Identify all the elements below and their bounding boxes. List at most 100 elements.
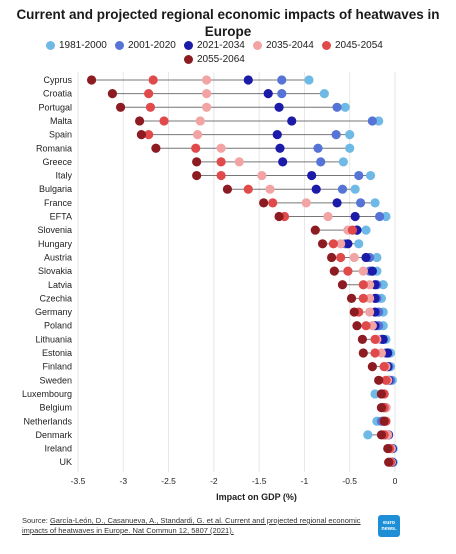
data-point	[345, 143, 355, 153]
x-tick-label: -2.5	[161, 476, 176, 486]
country-label: Lithuania	[35, 334, 72, 344]
data-point	[345, 130, 355, 140]
data-point	[358, 266, 368, 276]
data-point	[287, 116, 297, 126]
data-point	[151, 143, 161, 153]
data-point	[361, 321, 371, 331]
data-point	[192, 157, 202, 167]
data-point	[343, 239, 353, 249]
data-point	[216, 157, 226, 167]
data-point	[332, 198, 342, 208]
data-point	[374, 116, 384, 126]
data-point	[363, 430, 373, 440]
data-point	[376, 430, 387, 440]
data-point	[355, 198, 366, 208]
data-point	[383, 348, 393, 358]
data-point	[144, 89, 154, 99]
country-label: EFTA	[50, 212, 72, 222]
data-point	[307, 170, 317, 181]
data-point	[263, 89, 273, 99]
data-point	[352, 321, 362, 331]
country-label: Spain	[49, 130, 72, 140]
country-label: Luxembourg	[22, 389, 72, 399]
legend-label: 1981-2000	[59, 40, 107, 51]
country-label: Malta	[50, 116, 72, 126]
data-point	[358, 348, 368, 358]
x-tick-label: -0.5	[342, 476, 357, 486]
legend-swatch	[184, 55, 193, 64]
legend-swatch	[115, 41, 124, 50]
data-point	[259, 198, 269, 208]
data-point	[328, 239, 339, 249]
data-point	[370, 198, 380, 208]
data-point	[349, 252, 359, 263]
x-tick-label: 0	[393, 476, 398, 486]
country-label: Slovakia	[38, 266, 72, 276]
data-point	[144, 130, 154, 140]
data-point	[336, 239, 346, 249]
data-point	[278, 157, 288, 167]
data-point	[332, 102, 342, 112]
data-point	[365, 170, 376, 181]
country-label: Austria	[44, 252, 72, 262]
country-label: Estonia	[42, 348, 72, 358]
country-label: Netherlands	[23, 416, 72, 426]
country-label: Bulgaria	[39, 184, 72, 194]
source-link[interactable]: García-León, D., Casanueva, A., Standard…	[22, 516, 361, 535]
data-point	[265, 184, 275, 194]
legend-label: 2021-2034	[197, 40, 245, 51]
country-label: Slovenia	[37, 225, 72, 235]
data-point	[327, 252, 337, 263]
data-point	[192, 130, 203, 140]
data-point	[378, 334, 388, 344]
data-point	[346, 293, 357, 303]
country-label: Poland	[44, 321, 72, 331]
data-point	[354, 239, 364, 249]
data-point	[313, 143, 323, 153]
data-point	[370, 348, 380, 358]
data-point	[317, 239, 328, 249]
data-point	[374, 375, 384, 385]
legend-swatch	[322, 41, 331, 50]
data-point	[274, 102, 284, 112]
data-point	[202, 102, 212, 112]
data-point	[277, 75, 287, 85]
data-point	[311, 184, 321, 194]
country-label: UK	[59, 457, 72, 467]
data-point	[370, 389, 380, 399]
data-point	[361, 225, 371, 235]
dumbbell-chart: -3.5 -3 -2.5 -2 -1.5 -1 -0.5 0 Impact on GDP (%)…	[22, 72, 398, 502]
country-label: Belgium	[39, 403, 72, 413]
data-point	[222, 184, 233, 194]
country-label: Ireland	[44, 444, 72, 454]
legend-item-2055-2064: 2055-2064	[184, 54, 245, 65]
x-tick-label: -3	[120, 476, 128, 486]
data-point	[191, 143, 201, 153]
data-point	[136, 130, 146, 140]
legend-label: 2035-2044	[266, 40, 314, 51]
data-point	[329, 266, 339, 276]
country-label: France	[44, 198, 72, 208]
data-point	[376, 403, 387, 413]
data-point	[202, 89, 212, 99]
data-point	[338, 157, 348, 167]
data-point	[148, 75, 158, 85]
data-point	[383, 443, 393, 454]
legend-item-2035-2044: 2035-2044	[253, 40, 314, 51]
x-tick-label: -3.5	[71, 476, 86, 486]
data-point	[376, 348, 387, 358]
data-point	[216, 170, 226, 181]
data-point	[357, 334, 367, 344]
data-point	[336, 252, 346, 263]
data-point	[381, 375, 391, 385]
data-point	[381, 211, 391, 222]
x-tick-label: -2	[210, 476, 218, 486]
data-point	[378, 280, 388, 290]
data-point	[234, 157, 244, 167]
data-point	[337, 280, 348, 290]
data-point	[376, 389, 387, 399]
data-point	[275, 143, 285, 153]
data-point	[365, 280, 375, 290]
legend-swatch	[46, 41, 55, 50]
data-point	[159, 116, 169, 126]
